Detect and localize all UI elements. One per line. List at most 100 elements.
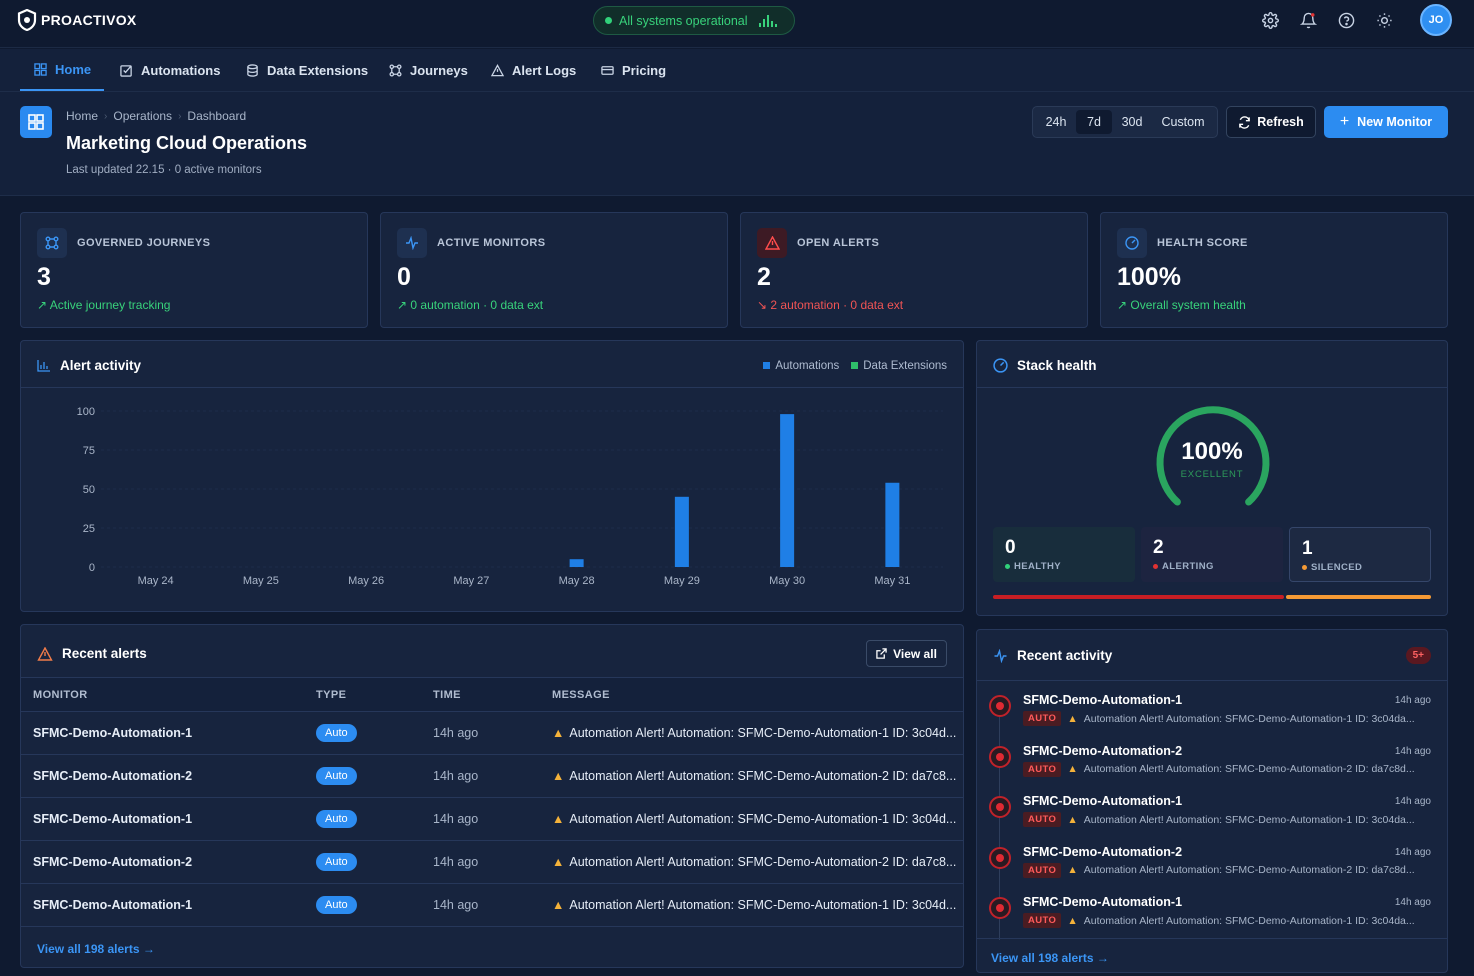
alert-monitor[interactable]: SFMC-Demo-Automation-1 (21, 711, 304, 755)
nav-data-extensions[interactable]: Data Extensions (246, 49, 368, 91)
col-message[interactable]: MESSAGE (540, 677, 963, 712)
activity-item[interactable]: SFMC-Demo-Automation-1 14h ago AUTO ▲ Automa… (989, 893, 1433, 933)
gauge-icon (1117, 228, 1147, 258)
stack-health-title: Stack health (993, 358, 1097, 373)
activity-item[interactable]: SFMC-Demo-Automation-1 14h ago AUTO ▲ Automa… (989, 691, 1433, 731)
type-badge: Auto (316, 724, 357, 742)
view-all-alerts-link[interactable]: View all 198 alerts → (37, 942, 155, 956)
x-tick-label: May 25 (243, 575, 279, 587)
page-title: Marketing Cloud Operations (66, 133, 308, 153)
bar-automations (885, 482, 900, 567)
trend-up-icon: ↗ (397, 298, 411, 312)
table-row[interactable]: SFMC-Demo-Automation-1 Auto 14h ago ▲ Automa… (21, 797, 963, 841)
table-row[interactable]: SFMC-Demo-Automation-2 Auto 14h ago ▲ Automa… (21, 754, 963, 798)
user-avatar[interactable]: JO (1420, 4, 1452, 36)
help-icon[interactable] (1336, 10, 1356, 30)
col-monitor[interactable]: MONITOR (21, 677, 304, 712)
alert-dot-icon (989, 695, 1011, 717)
new-monitor-button[interactable]: + New Monitor (1324, 106, 1448, 138)
col-type[interactable]: TYPE (304, 677, 421, 712)
settings-gear-icon[interactable] (1260, 10, 1280, 30)
warning-icon: ▲ (1067, 763, 1078, 775)
range-custom[interactable]: Custom (1161, 115, 1205, 129)
bar-automations (569, 559, 584, 567)
table-row[interactable]: SFMC-Demo-Automation-1 Auto 14h ago ▲ Automa… (21, 883, 963, 927)
nav-alert-logs[interactable]: Alert Logs (491, 49, 576, 91)
alert-monitor[interactable]: SFMC-Demo-Automation-2 (21, 840, 304, 884)
refresh-label: Refresh (1257, 115, 1304, 129)
activity-name: SFMC-Demo-Automation-1 (1023, 895, 1183, 909)
nav-pricing[interactable]: Pricing (601, 49, 666, 91)
x-tick-label: May 28 (559, 575, 595, 587)
stat-card-active-monitors[interactable]: ACTIVE MONITORS 0 ↗ 0 automation · 0 dat… (380, 212, 728, 328)
timeline-line (999, 702, 1000, 940)
warning-icon: ▲ (552, 769, 565, 783)
activity-item[interactable]: SFMC-Demo-Automation-1 14h ago AUTO ▲ Automa… (989, 792, 1433, 832)
activity-count-badge: 5+ (1405, 647, 1431, 664)
healthy-box[interactable]: 0 HEALTHY (993, 527, 1135, 582)
table-row[interactable]: SFMC-Demo-Automation-1 Auto 14h ago ▲ Automa… (21, 711, 963, 755)
nav-home[interactable]: Home (20, 49, 104, 91)
refresh-button[interactable]: Refresh (1226, 106, 1316, 138)
activity-message: AUTO ▲ Automation Alert! Automation: SFMC-… (1023, 812, 1433, 827)
table-row[interactable]: SFMC-Demo-Automation-2 Auto 14h ago ▲ Automa… (21, 840, 963, 884)
journey-icon (37, 228, 67, 258)
page-header: Home › Operations › Dashboard Marketing … (0, 92, 1474, 196)
alert-dot-icon (989, 846, 1011, 869)
system-status-pill[interactable]: All systems operational (593, 6, 795, 35)
notification-bell-icon[interactable] (1298, 10, 1318, 30)
silenced-box[interactable]: 1 SILENCED (1289, 527, 1431, 582)
silenced-label: SILENCED (1302, 562, 1418, 573)
activity-name: SFMC-Demo-Automation-1 (1023, 693, 1183, 707)
activity-item[interactable]: SFMC-Demo-Automation-2 14h ago AUTO ▲ Automa… (989, 742, 1433, 782)
y-tick-label: 25 (83, 523, 95, 535)
alert-message: ▲ Automation Alert! Automation: SFMC-Demo… (540, 754, 963, 798)
nav-label: Journeys (410, 62, 468, 78)
activity-name: SFMC-Demo-Automation-1 (1023, 794, 1183, 808)
alert-monitor[interactable]: SFMC-Demo-Automation-1 (21, 883, 304, 927)
shield-logo-icon (17, 9, 37, 31)
stat-card-health-score[interactable]: HEALTH SCORE 100% ↗ Overall system healt… (1100, 212, 1448, 328)
time-range-selector: 24h 7d 30d Custom (1032, 106, 1218, 138)
new-monitor-label: New Monitor (1357, 115, 1433, 129)
alert-monitor[interactable]: SFMC-Demo-Automation-1 (21, 797, 304, 841)
view-all-activity-link[interactable]: View all 198 alerts → (991, 951, 1109, 965)
range-24h[interactable]: 24h (1045, 115, 1067, 129)
stat-value: 2 (757, 263, 771, 291)
plus-icon: + (1339, 113, 1350, 130)
col-time[interactable]: TIME (421, 677, 540, 712)
status-dot-icon (605, 17, 612, 24)
breadcrumb-home[interactable]: Home (66, 109, 99, 123)
alert-time: 14h ago (421, 797, 540, 841)
alerting-label: ALERTING (1153, 561, 1271, 572)
activity-time: 14h ago (1394, 745, 1431, 757)
warning-icon (491, 63, 504, 76)
stat-card-open-alerts[interactable]: OPEN ALERTS 2 ↘ 2 automation · 0 data ex… (740, 212, 1088, 328)
health-gauge (1156, 406, 1270, 506)
trend-down-icon: ↘ (757, 298, 771, 312)
alerting-box[interactable]: 2 ALERTING (1141, 527, 1283, 582)
stat-label: HEALTH SCORE (1157, 237, 1248, 249)
alerting-segment (993, 595, 1284, 599)
stat-subtext: ↗ Overall system health (1117, 298, 1246, 312)
alert-monitor[interactable]: SFMC-Demo-Automation-2 (21, 754, 304, 798)
x-tick-label: May 26 (348, 575, 384, 587)
alert-type: Auto (304, 711, 421, 755)
nav-automations[interactable]: Automations (120, 49, 220, 91)
nav-label: Data Extensions (267, 62, 369, 78)
app-logo[interactable]: PROACTIVOX (17, 9, 137, 31)
breadcrumb-operations[interactable]: Operations (113, 109, 173, 123)
nav-journeys[interactable]: Journeys (389, 49, 468, 91)
stat-subtext: ↗ Active journey tracking (37, 298, 171, 312)
range-30d[interactable]: 30d (1121, 115, 1143, 129)
activity-time: 14h ago (1394, 695, 1431, 706)
range-7d[interactable]: 7d (1076, 110, 1112, 134)
activity-item[interactable]: SFMC-Demo-Automation-2 14h ago AUTO ▲ Automa… (989, 843, 1433, 883)
theme-sun-icon[interactable] (1374, 10, 1394, 30)
view-all-button[interactable]: View all (866, 640, 947, 667)
stat-card-governed-journeys[interactable]: GOVERNED JOURNEYS 3 ↗ Active journey tra… (20, 212, 368, 328)
healthy-label: HEALTHY (1005, 561, 1123, 572)
activity-message: AUTO ▲ Automation Alert! Automation: SFMC-… (1023, 913, 1433, 928)
nav-label: Home (55, 61, 92, 77)
grid-icon (34, 62, 47, 76)
